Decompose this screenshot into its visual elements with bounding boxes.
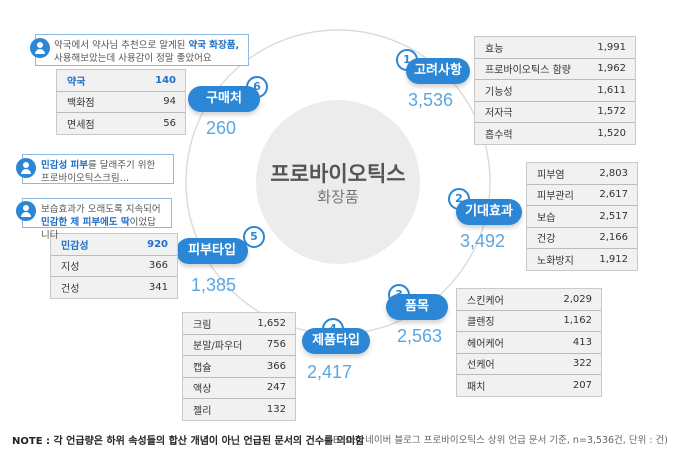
quote-pharmacy: 약국에서 약사님 추천으로 알게된 약국 화장품, 사용해보았는데 사용감이 정…	[35, 34, 249, 66]
table-row: 건강 2,166	[527, 228, 637, 249]
category-count-6: 260	[206, 118, 237, 138]
footnote: NOTE : 각 언급량은 하위 속성들의 합산 개념이 아닌 언급된 문서의 …	[12, 436, 365, 447]
table-row: 캡슐 366	[183, 356, 295, 378]
table-row: 젤리 132	[193, 403, 286, 417]
table-row: 크림 1,652	[183, 313, 295, 335]
user-avatar-icon	[16, 201, 36, 221]
table-row: 클렌징 1,162	[457, 311, 601, 332]
quote-moisture: 보습효과가 오래도록 지속되어 민감한 제 피부에도 딱이었답니다	[22, 198, 172, 241]
category-badge-3: 품목	[386, 294, 448, 320]
category-badge-1: 고려사항	[406, 58, 470, 84]
category-table-1: 효능 1,991 프로바이오틱스 함량 1,962 기능성 1,611 저자극 1,57…	[474, 36, 636, 145]
table-row: 지성 366	[51, 256, 177, 277]
table-row: 분말/파우더 756	[183, 335, 295, 356]
table-row: 면세점 56	[67, 117, 176, 131]
user-avatar-icon	[16, 158, 36, 178]
category-table-5: 민감성 920 지성 366 건성 341	[50, 233, 178, 299]
table-row: 선케어 322	[457, 354, 601, 375]
table-row: 민감성 920	[51, 234, 177, 256]
table-row: 프로바이오틱스 함량 1,962	[475, 59, 635, 80]
table-row: 보습 2,517	[527, 206, 637, 228]
quote-sensitive-skin: 민감성 피부를 달래주기 위한 프로바이오틱스크림…	[22, 154, 174, 184]
category-table-3: 스킨케어 2,029 클렌징 1,162 헤어케어 413 선케어 322 패치 207	[456, 288, 602, 397]
center-subtitle: 화장품	[317, 188, 359, 206]
category-count-4: 2,417	[307, 362, 353, 382]
category-table-4: 크림 1,652 분말/파우더 756 캡슐 366 액상 247 젤리 132	[182, 312, 296, 421]
table-row: 패치 207	[467, 379, 592, 393]
category-badge-5: 피부타입	[176, 238, 248, 264]
category-count-1: 3,536	[408, 90, 454, 110]
category-badge-4: 제품타입	[302, 328, 370, 354]
table-row: 헤어케어 413	[457, 332, 601, 354]
table-row: 액상 247	[183, 378, 295, 399]
user-avatar-icon	[30, 38, 50, 58]
category-table-6: 약국 140 백화점 94 면세점 56	[56, 69, 186, 135]
category-count-3: 2,563	[397, 326, 443, 346]
category-number-5: 5	[243, 226, 265, 248]
table-row: 건성 341	[61, 281, 168, 295]
table-row: 흡수력 1,520	[485, 127, 626, 141]
category-count-2: 3,492	[460, 231, 506, 251]
table-row: 기능성 1,611	[475, 80, 635, 102]
table-row: 노화방지 1,912	[537, 253, 628, 267]
category-badge-2: 기대효과	[456, 199, 522, 225]
table-row: 백화점 94	[57, 92, 185, 113]
category-table-2: 피부염 2,803 피부관리 2,617 보습 2,517 건강 2,166 노화방지 1…	[526, 162, 638, 271]
table-row: 효능 1,991	[475, 37, 635, 59]
center-title: 프로바이오틱스	[270, 162, 406, 186]
table-row: 피부염 2,803	[527, 163, 637, 185]
table-row: 저자극 1,572	[475, 102, 635, 123]
category-badge-6: 구매처	[188, 86, 260, 112]
base-note: (Base : 네이버 블로그 프로바이오틱스 상위 언급 문서 기준, n=3…	[329, 435, 668, 446]
table-row: 피부관리 2,617	[527, 185, 637, 206]
category-count-5: 1,385	[191, 275, 237, 295]
table-row: 스킨케어 2,029	[457, 289, 601, 311]
table-row: 약국 140	[57, 70, 185, 92]
